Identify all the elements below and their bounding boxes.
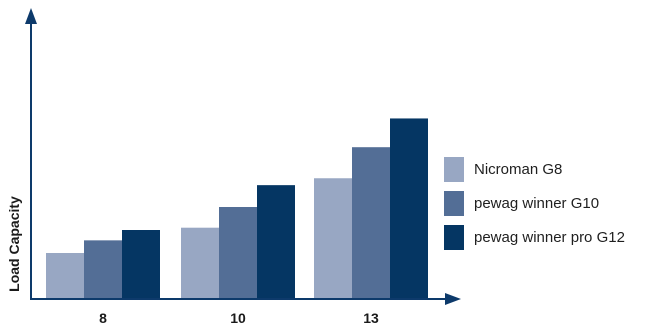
bar-10-series-1 xyxy=(181,227,219,299)
legend-item-2: pewag winner G10 xyxy=(444,190,625,216)
y-axis-label: Load Capacity xyxy=(6,196,22,292)
legend-swatch xyxy=(444,156,464,182)
legend-label: Nicroman G8 xyxy=(474,160,563,178)
bar-8-series-1 xyxy=(46,253,84,299)
x-tick-labels: 8 10 13 xyxy=(99,310,379,324)
bar-13-series-1 xyxy=(314,178,352,299)
bar-10-series-3 xyxy=(257,185,295,299)
legend: Nicroman G8 pewag winner G10 pewag winner … xyxy=(444,156,625,260)
legend-item-1: Nicroman G8 xyxy=(444,156,625,182)
legend-item-3: pewag winner pro G12 xyxy=(444,224,625,250)
bar-13-series-2 xyxy=(352,147,390,299)
x-tick-label-10: 10 xyxy=(230,310,246,324)
y-axis-arrow-icon xyxy=(25,8,37,24)
x-axis-arrow-icon xyxy=(445,293,461,305)
bar-8-series-2 xyxy=(84,240,122,299)
legend-label: pewag winner pro G12 xyxy=(474,228,625,246)
bar-10-series-2 xyxy=(219,207,257,299)
bars-group xyxy=(46,118,428,299)
bar-8-series-3 xyxy=(122,230,160,299)
legend-swatch xyxy=(444,190,464,216)
legend-swatch xyxy=(444,224,464,250)
x-tick-label-8: 8 xyxy=(99,310,107,324)
x-tick-label-13: 13 xyxy=(363,310,379,324)
legend-label: pewag winner G10 xyxy=(474,194,600,212)
bar-13-series-3 xyxy=(390,118,428,299)
